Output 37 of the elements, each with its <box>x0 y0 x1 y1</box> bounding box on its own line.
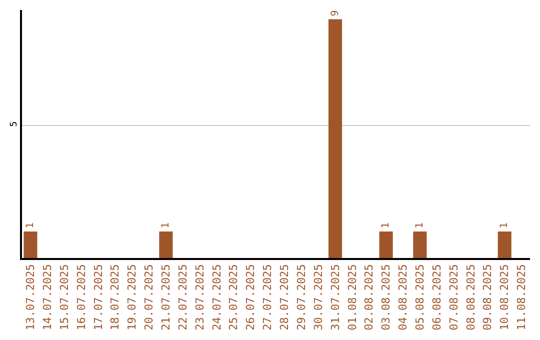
x-tick-label: 26.07.2025 <box>244 264 258 330</box>
x-tick-label: 16.07.2025 <box>74 264 88 330</box>
x-tick-label: 05.08.2025 <box>414 264 427 330</box>
data-label: 9 <box>330 10 341 16</box>
x-tick-label: 22.07.2025 <box>176 264 190 330</box>
x-tick-label: 29.07.2025 <box>294 264 308 330</box>
x-tick-label: 10.08.2025 <box>498 264 512 330</box>
x-tick-label: 13.07.2025 <box>24 264 38 330</box>
data-label: 1 <box>499 222 510 228</box>
x-tick-label: 24.07.2025 <box>210 264 224 330</box>
x-tick-label: 08.08.2025 <box>464 264 478 330</box>
data-label: 1 <box>160 222 172 228</box>
x-tick-label: 18.07.2025 <box>108 264 122 330</box>
x-tick-label: 30.07.2025 <box>312 264 325 330</box>
x-tick-label: 19.07.2025 <box>126 264 139 330</box>
y-tick-label: 5 <box>10 121 20 127</box>
x-tick-label: 27.07.2025 <box>261 264 274 330</box>
x-tick-label: 04.08.2025 <box>396 264 410 330</box>
x-tick-label: 03.08.2025 <box>380 264 393 330</box>
x-tick-label: 21.07.2025 <box>160 264 173 330</box>
x-tick-label: 31.07.2025 <box>328 264 342 330</box>
x-tick-label: 06.08.2025 <box>430 264 444 330</box>
x-tick-label: 15.07.2025 <box>58 264 71 330</box>
x-tick-label: 20.07.2025 <box>142 264 156 330</box>
x-tick-label: 23.07.2025 <box>193 264 206 330</box>
x-tick-label: 09.08.2025 <box>481 264 494 330</box>
x-tick-label: 02.08.2025 <box>362 264 376 330</box>
x-tick-label: 25.07.2025 <box>227 264 240 330</box>
data-label: 1 <box>380 222 392 228</box>
data-label: 1 <box>24 222 36 228</box>
data-label: 1 <box>414 222 426 228</box>
x-tick-label: 14.07.2025 <box>40 264 54 330</box>
x-tick-label: 11.08.2025 <box>515 264 528 330</box>
x-tick-label: 17.07.2025 <box>92 264 105 330</box>
x-tick-label: 01.08.2025 <box>346 264 359 330</box>
x-tick-label: 07.08.2025 <box>447 264 460 330</box>
x-tick-label: 28.07.2025 <box>278 264 292 330</box>
